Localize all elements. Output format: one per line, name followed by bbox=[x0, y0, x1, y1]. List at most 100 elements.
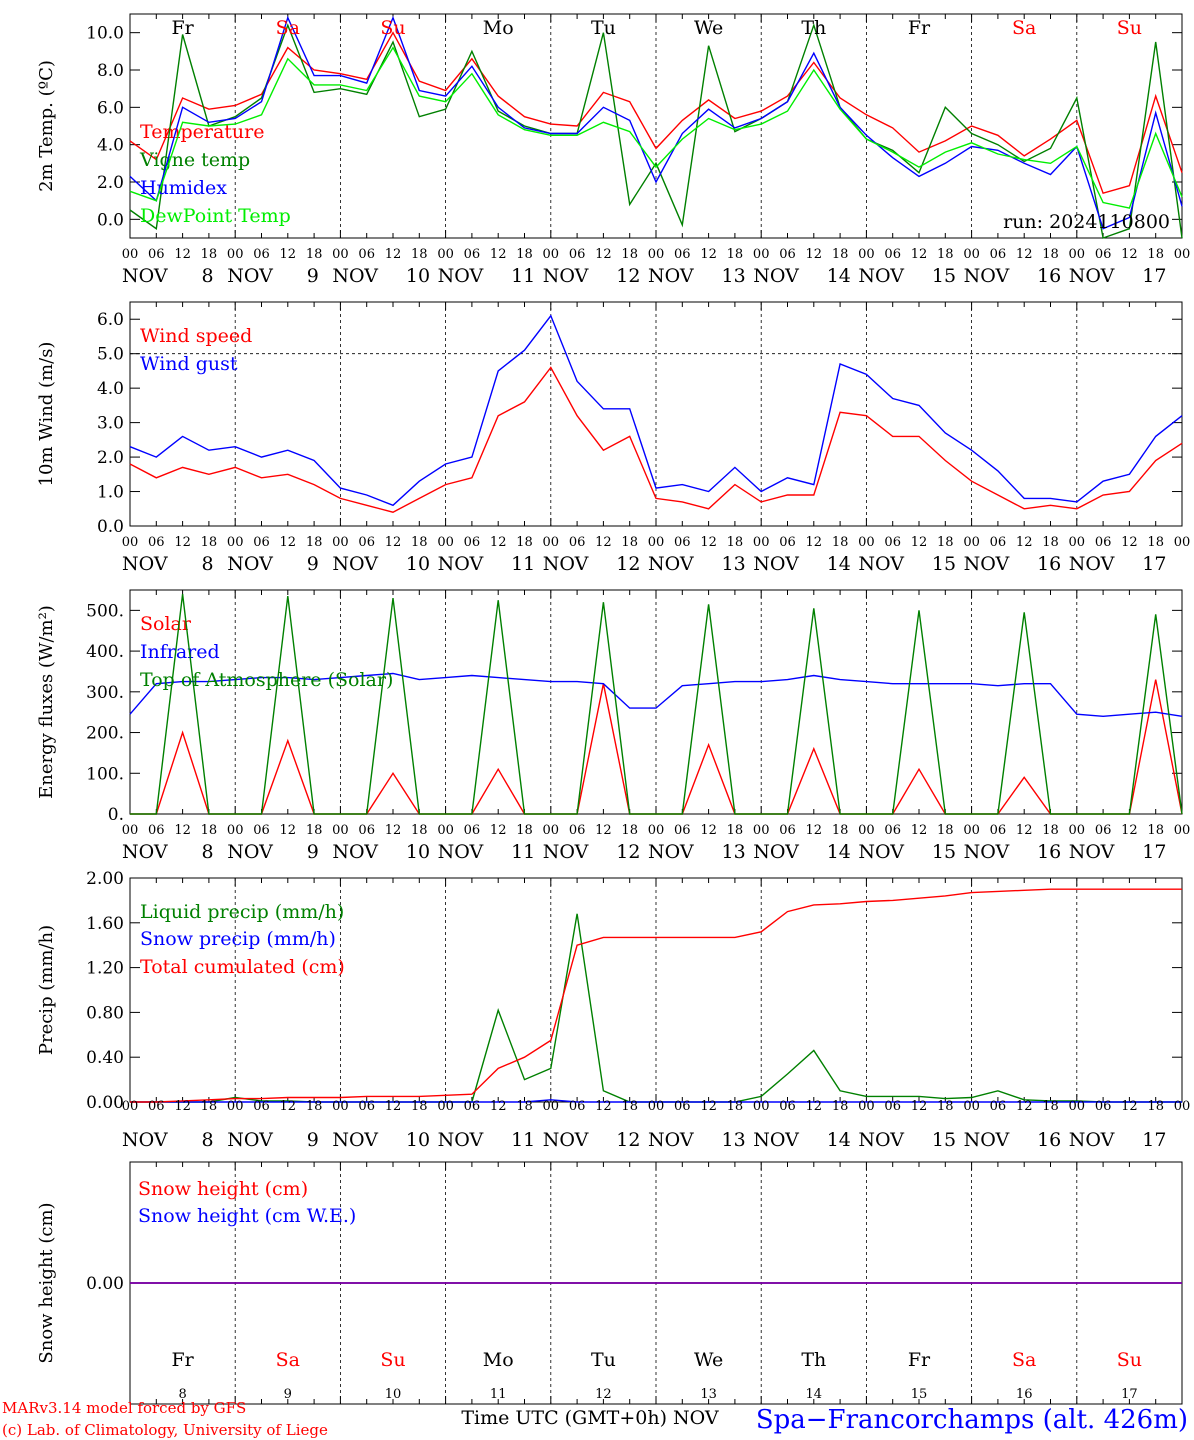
y-tick-label: 100. bbox=[86, 764, 124, 784]
hour-tick-label: 18 bbox=[937, 1099, 954, 1114]
date-label: 16 bbox=[1037, 265, 1061, 287]
hour-tick-label: 12 bbox=[1016, 535, 1033, 550]
hour-tick-label: 12 bbox=[174, 823, 191, 838]
series-line-3 bbox=[129, 15, 1183, 230]
y-tick-label: 0.00 bbox=[86, 1093, 124, 1113]
date-label: 9 bbox=[284, 1387, 292, 1402]
hour-tick-label: 12 bbox=[385, 247, 402, 262]
date-label: 12 bbox=[616, 265, 640, 287]
month-label: NOV bbox=[964, 265, 1010, 287]
weekday-label: Sa bbox=[276, 17, 300, 39]
hour-tick-label: 06 bbox=[674, 535, 691, 550]
legend-entry: Top of Atmosphere (Solar) bbox=[140, 669, 393, 691]
hour-tick-label: 00 bbox=[1069, 823, 1086, 838]
date-label: 17 bbox=[1142, 841, 1166, 863]
hour-tick-label: 00 bbox=[437, 247, 454, 262]
date-label: 11 bbox=[511, 841, 535, 863]
hour-tick-label: 18 bbox=[411, 535, 428, 550]
hour-tick-label: 06 bbox=[674, 1099, 691, 1114]
y-tick-label: 0.80 bbox=[86, 1003, 124, 1023]
y-tick-label: 300. bbox=[86, 683, 124, 703]
legend-entry: Vigne temp bbox=[139, 149, 250, 171]
station-label: Spa−Francorchamps (alt. 426m) bbox=[756, 1405, 1188, 1435]
weekday-label: Su bbox=[1117, 1349, 1142, 1371]
hour-tick-label: 12 bbox=[280, 535, 297, 550]
hour-tick-label: 12 bbox=[490, 1099, 507, 1114]
series-line-1 bbox=[129, 366, 1183, 513]
series-line-2 bbox=[129, 22, 1183, 239]
hour-tick-label: 00 bbox=[543, 1099, 560, 1114]
hour-tick-label: 00 bbox=[648, 1099, 665, 1114]
series-line-4 bbox=[129, 46, 1183, 209]
hour-tick-label: 18 bbox=[832, 247, 849, 262]
month-label: NOV bbox=[332, 265, 378, 287]
date-label: 15 bbox=[932, 553, 956, 575]
weekday-label: Tu bbox=[591, 1349, 616, 1371]
y-tick-label: 1.20 bbox=[86, 959, 124, 979]
hour-tick-label: 12 bbox=[174, 247, 191, 262]
month-label: NOV bbox=[438, 1129, 484, 1151]
month-label: NOV bbox=[227, 265, 273, 287]
hour-tick-label: 12 bbox=[1121, 535, 1138, 550]
legend-entry: Snow height (cm) bbox=[138, 1178, 308, 1200]
date-label: 9 bbox=[307, 553, 319, 575]
hour-tick-label: 12 bbox=[595, 1099, 612, 1114]
hour-tick-label: 00 bbox=[122, 535, 139, 550]
hour-tick-label: 18 bbox=[937, 247, 954, 262]
month-label: NOV bbox=[332, 841, 378, 863]
hour-tick-label: 18 bbox=[411, 823, 428, 838]
hour-tick-label: 12 bbox=[174, 1099, 191, 1114]
month-label: NOV bbox=[964, 1129, 1010, 1151]
hour-tick-label: 06 bbox=[569, 247, 586, 262]
hour-tick-label: 18 bbox=[306, 247, 323, 262]
hour-tick-label: 00 bbox=[963, 823, 980, 838]
hour-tick-label: 12 bbox=[911, 247, 928, 262]
month-label: NOV bbox=[543, 1129, 589, 1151]
date-label: 8 bbox=[202, 841, 214, 863]
date-label: 10 bbox=[406, 265, 430, 287]
y-tick-label: 6.0 bbox=[97, 310, 124, 330]
month-label: NOV bbox=[753, 265, 799, 287]
footer-model: MARv3.14 model forced by GFS bbox=[2, 1399, 246, 1417]
hour-tick-label: 00 bbox=[963, 1099, 980, 1114]
date-label: 14 bbox=[827, 265, 851, 287]
hour-tick-label: 00 bbox=[753, 823, 770, 838]
hour-tick-label: 06 bbox=[358, 1099, 375, 1114]
hour-tick-label: 06 bbox=[990, 535, 1007, 550]
month-label: NOV bbox=[122, 553, 168, 575]
month-label: NOV bbox=[648, 1129, 694, 1151]
hour-tick-label: 06 bbox=[253, 247, 270, 262]
hour-tick-label: 12 bbox=[1016, 1099, 1033, 1114]
y-tick-label: 0.0 bbox=[97, 210, 124, 230]
hour-tick-label: 12 bbox=[1121, 247, 1138, 262]
panel-1: 0.0 2.0 4.0 6.0 8.0 10.0 2m Temp. (ºC) Temperat… bbox=[36, 13, 1191, 287]
legend-entry: Infrared bbox=[140, 641, 220, 663]
month-label: NOV bbox=[543, 553, 589, 575]
hour-tick-label: 18 bbox=[201, 1099, 218, 1114]
hour-tick-label: 18 bbox=[727, 823, 744, 838]
date-label: 11 bbox=[490, 1387, 507, 1402]
month-label: NOV bbox=[1069, 553, 1115, 575]
hour-tick-label: 00 bbox=[332, 247, 349, 262]
hour-tick-label: 18 bbox=[727, 1099, 744, 1114]
hour-tick-label: 18 bbox=[1042, 247, 1059, 262]
hour-tick-label: 18 bbox=[1042, 535, 1059, 550]
month-label: NOV bbox=[964, 553, 1010, 575]
hour-tick-label: 06 bbox=[884, 247, 901, 262]
date-label: 17 bbox=[1142, 265, 1166, 287]
month-label: NOV bbox=[332, 553, 378, 575]
date-label: 12 bbox=[616, 553, 640, 575]
hour-tick-label: 00 bbox=[1174, 247, 1191, 262]
y-axis-title: 10m Wind (m/s) bbox=[36, 342, 57, 487]
legend-entry: Snow precip (mm/h) bbox=[140, 928, 336, 950]
hour-tick-label: 18 bbox=[306, 1099, 323, 1114]
hour-tick-label: 12 bbox=[385, 823, 402, 838]
hour-tick-label: 06 bbox=[148, 535, 165, 550]
hour-tick-label: 06 bbox=[358, 247, 375, 262]
month-label: NOV bbox=[227, 1129, 273, 1151]
hour-tick-label: 00 bbox=[648, 823, 665, 838]
hour-tick-label: 00 bbox=[753, 1099, 770, 1114]
hour-tick-label: 00 bbox=[963, 535, 980, 550]
hour-tick-label: 00 bbox=[858, 247, 875, 262]
